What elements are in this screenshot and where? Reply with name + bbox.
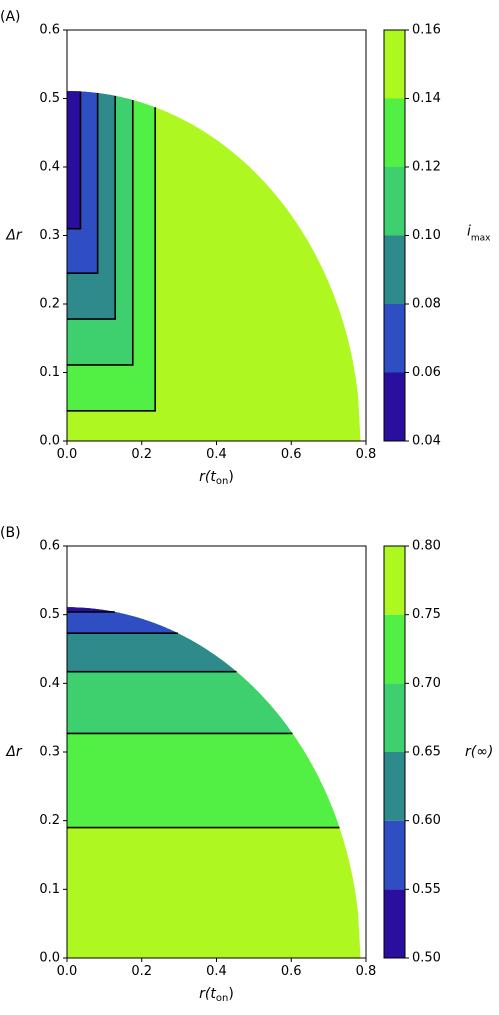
colorbar-tick-label: 0.04 — [412, 434, 441, 449]
y-tick-label: 0.6 — [39, 539, 60, 554]
colorbar-tick-label: 0.70 — [412, 676, 441, 691]
y-tick-label: 0.2 — [39, 297, 60, 312]
x-axis-label: r(ton) — [199, 986, 234, 1004]
x-tick-label: 0.4 — [206, 964, 227, 979]
x-tick-label: 0.8 — [356, 964, 377, 979]
y-axis-label: Δr — [5, 228, 23, 244]
y-axis-label: Δr — [5, 744, 23, 760]
y-tick-label: 0.3 — [39, 228, 60, 243]
region-level-0 — [67, 607, 361, 612]
contour-line — [67, 100, 134, 366]
panel-label: (B) — [0, 525, 21, 541]
colorbar-tick-label: 0.08 — [412, 297, 441, 312]
colorbar-segment — [384, 372, 405, 441]
contour-fill — [67, 607, 361, 958]
contour-fill — [67, 91, 361, 441]
colorbar-tick-label: 0.55 — [412, 882, 441, 897]
colorbar-tick-label: 0.06 — [412, 365, 441, 380]
colorbar-segment — [384, 683, 405, 752]
x-tick-label: 0.6 — [281, 964, 302, 979]
colorbar-segment — [384, 167, 405, 236]
region-level-0 — [67, 91, 81, 229]
region-level-1 — [67, 607, 361, 634]
colorbar-tick-label: 0.60 — [412, 813, 441, 828]
x-tick-label: 0.8 — [356, 447, 377, 462]
colorbar-segment — [384, 889, 405, 958]
colorbar-tick-label: 0.14 — [412, 91, 441, 106]
region-level-2 — [67, 607, 361, 672]
y-tick-label: 0.2 — [39, 813, 60, 828]
colorbar-segment — [384, 546, 405, 615]
y-tick-label: 0.3 — [39, 745, 60, 760]
colorbar-tick-label: 0.80 — [412, 539, 441, 554]
y-tick-label: 0.1 — [39, 365, 60, 380]
y-tick-label: 0.4 — [39, 160, 60, 175]
colorbar-tick-label: 0.10 — [412, 228, 441, 243]
x-tick-label: 0.0 — [57, 447, 78, 462]
x-tick-label: 0.6 — [281, 447, 302, 462]
colorbar-segment — [384, 30, 405, 99]
colorbar-tick-label: 0.75 — [412, 607, 441, 622]
colorbar-segment — [384, 752, 405, 821]
x-axis-label: r(ton) — [199, 469, 234, 487]
x-tick-label: 0.4 — [206, 447, 227, 462]
colorbar-segment — [384, 614, 405, 684]
contour-line — [67, 91, 82, 230]
x-tick-label: 0.0 — [57, 964, 78, 979]
colorbar-segment — [384, 304, 405, 373]
y-tick-label: 0.1 — [39, 882, 60, 897]
y-tick-label: 0.0 — [39, 434, 60, 449]
y-tick-label: 0.5 — [39, 91, 60, 106]
y-tick-label: 0.0 — [39, 951, 60, 966]
colorbar-tick-label: 0.12 — [412, 160, 441, 175]
colorbar-label: imax — [467, 224, 491, 244]
x-tick-label: 0.2 — [131, 964, 152, 979]
colorbar-tick-label: 0.50 — [412, 951, 441, 966]
y-tick-label: 0.4 — [39, 676, 60, 691]
colorbar-segment — [384, 820, 405, 890]
colorbar-tick-label: 0.65 — [412, 745, 441, 760]
panel-label: (A) — [0, 9, 21, 25]
colorbar-segment — [384, 98, 405, 167]
colorbar-segment — [384, 235, 405, 304]
x-tick-label: 0.2 — [131, 447, 152, 462]
colorbar-label: r(∞) — [465, 744, 493, 760]
panel-a: (A) 0.0 0.2 0.4 0.6 0.8 0.0 0.1 0.2 0.3 0.4 0.5 0.6 r… — [0, 9, 491, 487]
y-tick-label: 0.5 — [39, 607, 60, 622]
contour-line — [67, 107, 157, 412]
contour-line — [67, 93, 99, 274]
y-tick-label: 0.6 — [39, 23, 60, 38]
contour-line — [67, 95, 117, 320]
colorbar-tick-label: 0.16 — [412, 23, 441, 38]
panel-b: (B) 0.0 0.2 0.4 0.6 0.8 0.0 0.1 0.2 0.3 0.4 0.5 0.6 r… — [0, 525, 493, 1004]
